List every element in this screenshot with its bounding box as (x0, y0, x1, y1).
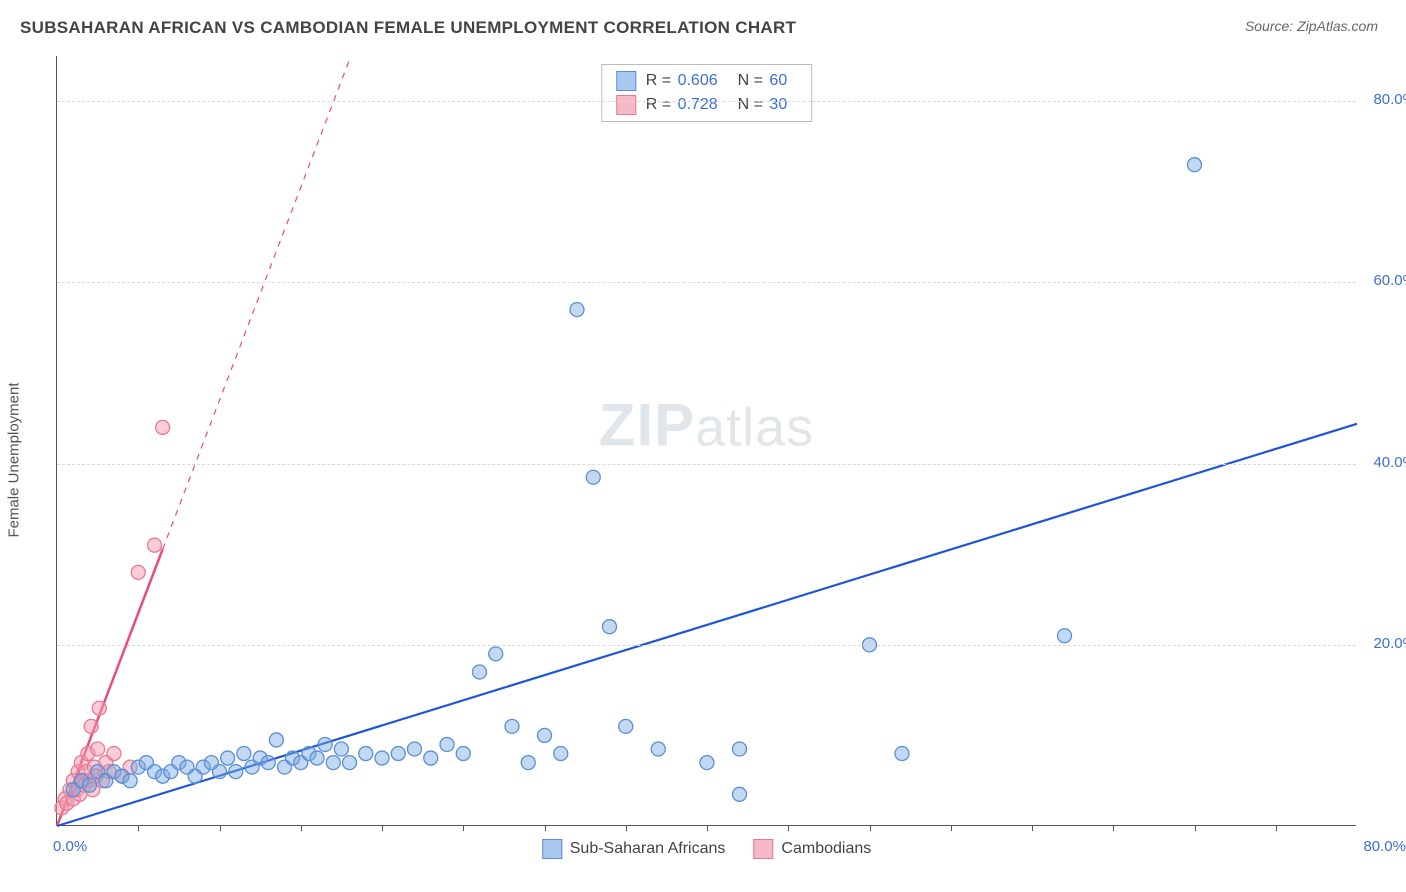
x-tick (545, 825, 546, 831)
legend-item-blue: Sub-Saharan Africans (542, 839, 726, 859)
plot-area: ZIPatlas R = 0.606 N = 60 R = 0.728 N = … (56, 56, 1356, 826)
stats-row-blue: R = 0.606 N = 60 (602, 69, 811, 93)
n-label: N = (738, 72, 763, 89)
r-value-blue: 0.606 (678, 72, 718, 89)
r-label: R = (646, 96, 671, 113)
swatch-pink (616, 95, 636, 115)
n-label: N = (738, 96, 763, 113)
x-tick (951, 825, 952, 831)
swatch-blue (616, 71, 636, 91)
chart-container: Female Unemployment ZIPatlas R = 0.606 N… (20, 50, 1386, 870)
y-tick-label: 20.0% (1373, 635, 1406, 652)
x-tick (1032, 825, 1033, 831)
y-tick-label: 60.0% (1373, 272, 1406, 289)
gridline (57, 645, 1356, 646)
y-tick-label: 40.0% (1373, 454, 1406, 471)
swatch-blue-icon (542, 839, 562, 859)
legend-label-blue: Sub-Saharan Africans (570, 840, 726, 858)
legend-label-pink: Cambodians (781, 840, 871, 858)
x-tick (463, 825, 464, 831)
x-tick (626, 825, 627, 831)
gridline (57, 464, 1356, 465)
swatch-pink-icon (753, 839, 773, 859)
stats-row-pink: R = 0.728 N = 30 (602, 93, 811, 117)
y-tick-label: 80.0% (1373, 91, 1406, 108)
x-tick (707, 825, 708, 831)
y-axis-label: Female Unemployment (6, 382, 23, 537)
x-tick (220, 825, 221, 831)
n-value-blue: 60 (769, 72, 787, 89)
x-tick (1276, 825, 1277, 831)
x-tick (301, 825, 302, 831)
series-legend: Sub-Saharan Africans Cambodians (542, 839, 871, 859)
gridline (57, 282, 1356, 283)
x-tick (138, 825, 139, 831)
r-value-pink: 0.728 (678, 96, 718, 113)
x-tick (1195, 825, 1196, 831)
n-value-pink: 30 (769, 96, 787, 113)
chart-svg (57, 56, 1357, 826)
x-max-label: 80.0% (1363, 838, 1406, 855)
stats-legend: R = 0.606 N = 60 R = 0.728 N = 30 (601, 64, 812, 122)
source-attribution: Source: ZipAtlas.com (1245, 18, 1378, 34)
x-tick (788, 825, 789, 831)
chart-title: SUBSAHARAN AFRICAN VS CAMBODIAN FEMALE U… (20, 18, 796, 38)
x-tick (870, 825, 871, 831)
x-min-label: 0.0% (53, 838, 87, 855)
legend-item-pink: Cambodians (753, 839, 871, 859)
x-tick (1113, 825, 1114, 831)
gridline (57, 101, 1356, 102)
r-label: R = (646, 72, 671, 89)
x-tick (382, 825, 383, 831)
